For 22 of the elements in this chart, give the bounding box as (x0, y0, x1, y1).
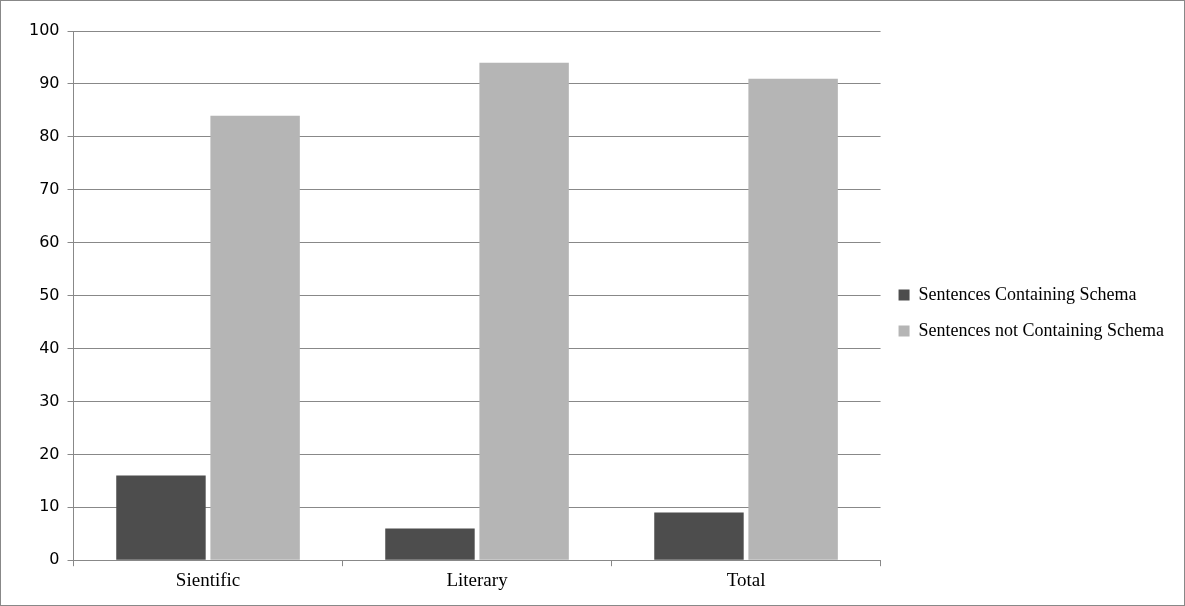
y-tick-label: 10 (39, 496, 60, 516)
y-tick-label: 100 (28, 20, 60, 40)
y-tick-label: 90 (39, 73, 60, 93)
legend-label: Sentences not Containing Schema (918, 319, 1165, 340)
y-tick-label: 40 (39, 337, 60, 357)
y-tick-label: 30 (39, 390, 60, 410)
x-tick-label: Total (726, 568, 766, 590)
bar (385, 528, 475, 560)
bar (210, 115, 300, 560)
y-tick-label: 60 (39, 231, 60, 251)
bar (654, 512, 744, 560)
bar (116, 475, 206, 560)
y-tick-label: 80 (39, 126, 60, 145)
y-tick-label: 50 (39, 284, 60, 304)
y-tick-label: 0 (49, 549, 60, 569)
bar (479, 62, 569, 560)
legend-label: Sentences Containing Schema (918, 283, 1137, 304)
x-tick-label: Literary (446, 568, 509, 590)
bar (748, 78, 838, 560)
x-tick-label: Sientific (175, 568, 241, 590)
y-tick-label: 20 (39, 443, 60, 463)
y-tick-label: 70 (39, 178, 60, 198)
